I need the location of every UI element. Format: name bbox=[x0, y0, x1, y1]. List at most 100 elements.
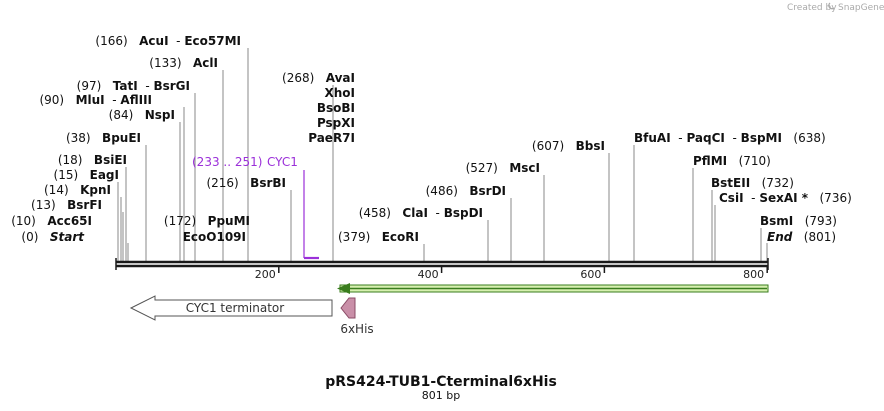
site-bsrfi-name: BsrFI bbox=[67, 198, 102, 212]
site-bsiei-sep bbox=[82, 153, 93, 167]
site-ecori-name: EcoRI bbox=[382, 230, 419, 244]
site-bbsi-name: BbsI bbox=[576, 139, 605, 153]
site-bpuei-pos: (38) bbox=[66, 131, 91, 145]
site-kpni-pos: (14) bbox=[44, 183, 69, 197]
site-nspi-pos: (84) bbox=[109, 108, 134, 122]
site-avai-name: AvaI bbox=[326, 71, 355, 85]
site-label-bfuai[interactable]: BfuAI - PaqCI - BspMI (638) bbox=[634, 131, 826, 145]
site-label-clai[interactable]: (458) ClaI - BspDI bbox=[359, 206, 483, 220]
cyc1-terminator-label: CYC1 terminator bbox=[186, 301, 285, 315]
site-label-kpni[interactable]: (14) KpnI bbox=[44, 183, 111, 197]
site-eco0109i-name: EcoO109I bbox=[183, 230, 246, 244]
site-ppumi-sep bbox=[196, 214, 207, 228]
site-eagi-name: EagI bbox=[90, 168, 119, 182]
site-label-acc65i[interactable]: (10) Acc65I bbox=[11, 214, 92, 228]
site-label-acli[interactable]: (133) AclI bbox=[149, 56, 218, 70]
site-bsrfi-pos: (13) bbox=[31, 198, 56, 212]
site-bfuai-sep: - bbox=[671, 131, 687, 145]
site-bsrbi-pos: (216) bbox=[206, 176, 238, 190]
site-label-bsmi[interactable]: BsmI (793) bbox=[760, 214, 837, 228]
site-label-paer7i[interactable]: PaeR7I bbox=[308, 131, 355, 145]
site-tati-name2: BsrGI bbox=[153, 79, 190, 93]
site-mlui-name: MluI bbox=[76, 93, 105, 107]
site-label-end[interactable]: End (801) bbox=[767, 230, 836, 244]
cyc1-terminator-arrow[interactable] bbox=[129, 295, 333, 321]
site-label-nspi[interactable]: (84) NspI bbox=[109, 108, 175, 122]
site-label-ppumi[interactable]: (172) PpuMI bbox=[164, 214, 250, 228]
site-csii-pos: (736) bbox=[820, 191, 852, 205]
site-ecori-pos: (379) bbox=[338, 230, 370, 244]
site-label-bsobi[interactable]: BsoBI bbox=[317, 101, 355, 115]
site-label-bsteii[interactable]: BstEII (732) bbox=[711, 176, 794, 190]
site-acui-sep bbox=[128, 34, 139, 48]
site-eagi-pos: (15) bbox=[54, 168, 79, 182]
site-lines bbox=[117, 48, 768, 262]
site-ecori-sep bbox=[370, 230, 381, 244]
site-label-mlui[interactable]: (90) MluI - AflIII bbox=[39, 93, 152, 107]
site-mlui-name2: AflIII bbox=[120, 93, 152, 107]
cyc1-label[interactable]: CYC1 bbox=[267, 155, 298, 169]
site-eagi-sep bbox=[78, 168, 89, 182]
site-label-avai[interactable]: (268) AvaI bbox=[282, 71, 355, 85]
site-acli-name: AclI bbox=[193, 56, 218, 70]
orf-arrow[interactable] bbox=[337, 283, 769, 294]
site-paer7i-name: PaeR7I bbox=[308, 131, 355, 145]
site-end-pos: (801) bbox=[804, 230, 836, 244]
site-bsrdi-pos: (486) bbox=[426, 184, 458, 198]
site-csii-name2: SexAI * bbox=[759, 191, 808, 205]
his-tag-arrow[interactable] bbox=[340, 297, 356, 319]
site-label-bsrdi[interactable]: (486) BsrDI bbox=[426, 184, 506, 198]
site-bfuai-pos: (638) bbox=[793, 131, 825, 145]
site-bfuai-sep: - bbox=[725, 131, 741, 145]
site-acc65i-pos: (10) bbox=[11, 214, 36, 228]
site-msci-pos: (527) bbox=[466, 161, 498, 175]
site-labels: (0) Start(10) Acc65I(13) BsrFI(14) KpnI(… bbox=[11, 34, 852, 244]
site-acli-pos: (133) bbox=[149, 56, 181, 70]
site-bsrbi-name: BsrBI bbox=[250, 176, 286, 190]
ruler-label-800: 800 bbox=[743, 268, 764, 281]
site-start-name: Start bbox=[50, 230, 85, 244]
site-bsrfi-sep bbox=[56, 198, 67, 212]
site-mlui-pos: (90) bbox=[39, 93, 64, 107]
site-label-bsrfi[interactable]: (13) BsrFI bbox=[31, 198, 102, 212]
site-tati-name: TatI bbox=[113, 79, 138, 93]
site-bsiei-pos: (18) bbox=[58, 153, 83, 167]
site-label-msci[interactable]: (527) MscI bbox=[466, 161, 540, 175]
site-label-tati[interactable]: (97) TatI - BsrGI bbox=[77, 79, 190, 93]
site-label-xhoi[interactable]: XhoI bbox=[324, 86, 355, 100]
site-end-name: End bbox=[767, 230, 793, 244]
site-label-pspxi[interactable]: PspXI bbox=[317, 116, 355, 130]
site-bsiei-name: BsiEI bbox=[94, 153, 127, 167]
site-acui-name2: Eco57MI bbox=[184, 34, 241, 48]
site-label-eagi[interactable]: (15) EagI bbox=[54, 168, 119, 182]
site-acc65i-sep bbox=[36, 214, 47, 228]
site-kpni-sep bbox=[69, 183, 80, 197]
site-bfuai-name2: PaqCI bbox=[686, 131, 724, 145]
site-label-bbsi[interactable]: (607) BbsI bbox=[532, 139, 605, 153]
site-acui-name: AcuI bbox=[139, 34, 168, 48]
site-tati-sep bbox=[101, 79, 112, 93]
site-label-bsrbi[interactable]: (216) BsrBI bbox=[206, 176, 286, 190]
site-label-pflmi[interactable]: PflMI (710) bbox=[693, 154, 771, 168]
site-acui-sep: - bbox=[169, 34, 185, 48]
site-label-bpuei[interactable]: (38) BpuEI bbox=[66, 131, 141, 145]
cyc1-feature[interactable] bbox=[303, 170, 319, 260]
site-label-start[interactable]: (0) Start bbox=[21, 230, 85, 244]
site-label-bsiei[interactable]: (18) BsiEI bbox=[58, 153, 127, 167]
site-bbsi-sep bbox=[564, 139, 575, 153]
site-end-sep bbox=[792, 230, 803, 244]
site-label-eco0109i[interactable]: EcoO109I bbox=[183, 230, 246, 244]
site-label-ecori[interactable]: (379) EcoRI bbox=[338, 230, 419, 244]
site-bbsi-pos: (607) bbox=[532, 139, 564, 153]
site-kpni-name: KpnI bbox=[80, 183, 111, 197]
site-start-sep bbox=[38, 230, 49, 244]
ruler: 200 400 600 800 bbox=[255, 266, 768, 281]
plasmid-name: pRS424-TUB1-Cterminal6xHis bbox=[325, 374, 557, 390]
ruler-label-400: 400 bbox=[418, 268, 439, 281]
site-label-acui[interactable]: (166) AcuI - Eco57MI bbox=[95, 34, 241, 48]
site-mlui-sep bbox=[64, 93, 75, 107]
site-clai-name: ClaI bbox=[402, 206, 427, 220]
site-label-csii[interactable]: CsiI - SexAI * (736) bbox=[719, 191, 852, 205]
site-xhoi-name: XhoI bbox=[324, 86, 355, 100]
